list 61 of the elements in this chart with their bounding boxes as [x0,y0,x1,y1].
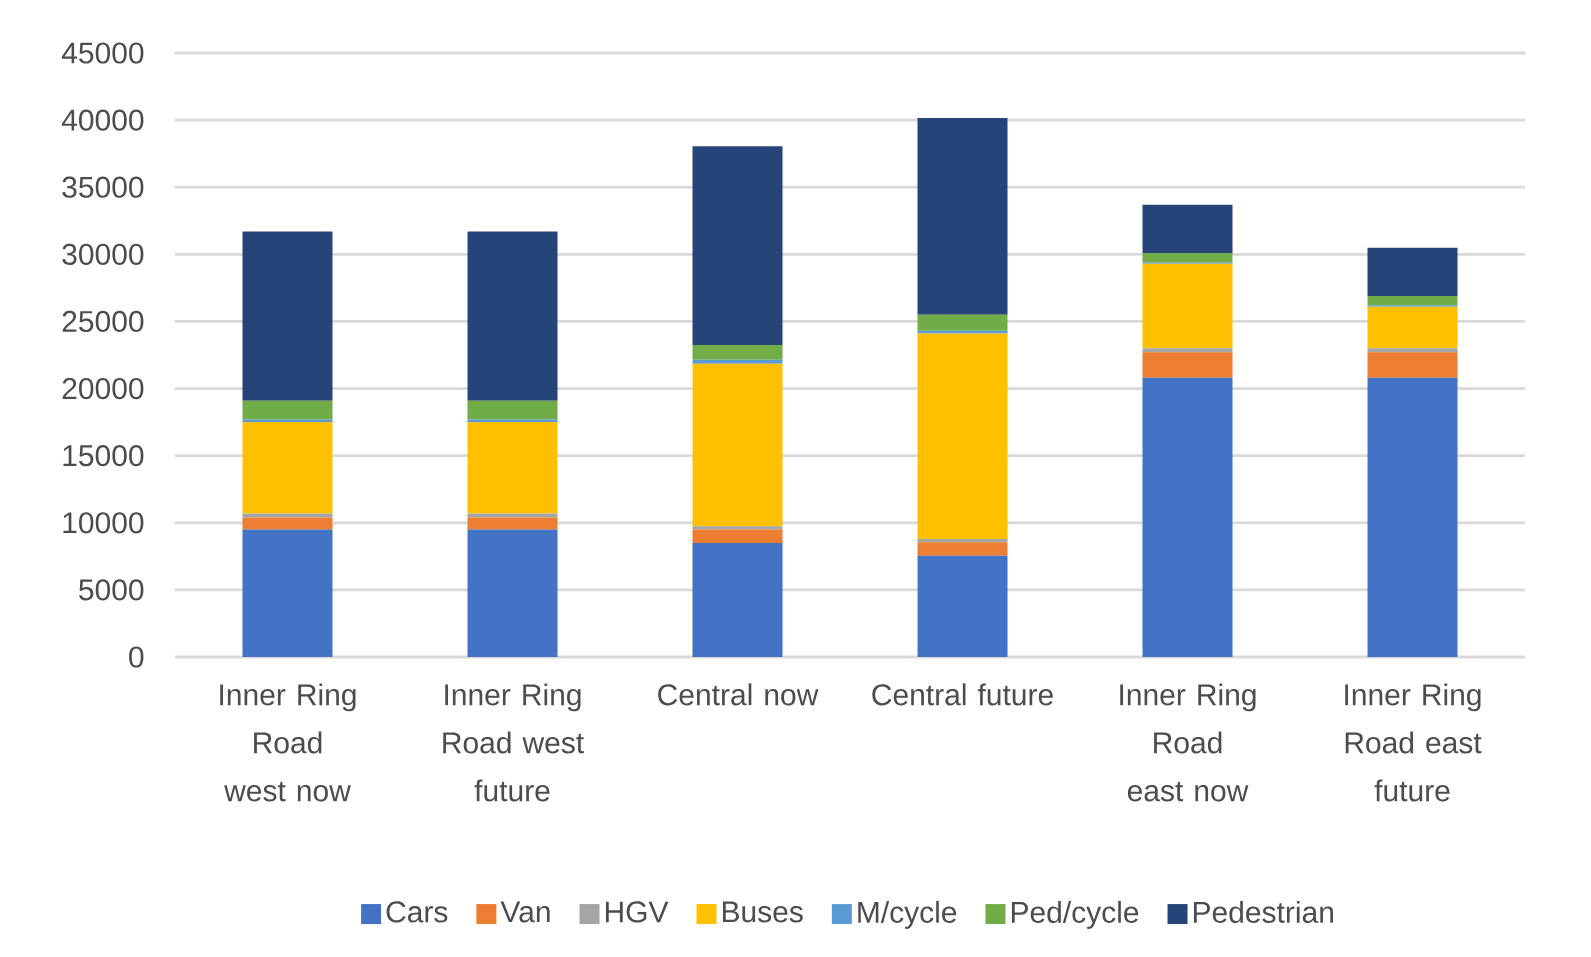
bar [242,231,333,401]
legend-label: M/cycle [858,900,957,929]
y-tick-label: 10000 [63,512,144,534]
bar [1367,295,1458,306]
bar [467,517,558,530]
bar [467,422,558,514]
bar [692,363,783,527]
bar [467,419,558,423]
bar [242,529,333,657]
bar [467,513,558,518]
bar [242,513,333,518]
bar [242,517,333,530]
legend-label: Van [500,901,550,923]
bar [1367,348,1458,353]
x-tick-label: Inner Ring Road west now [220,683,356,802]
bar [692,359,783,364]
x-tick-label: Inner Ring Road east future [1345,683,1482,802]
x-tick-label: Central future [872,683,1053,706]
bar [1367,352,1458,378]
y-tick-label: 0 [129,646,144,668]
y-tick-label: 40000 [61,109,144,131]
bar [242,419,333,423]
bar [1142,377,1233,657]
bar [1367,377,1458,657]
y-tick-label: 45000 [61,42,144,64]
bar [467,231,558,401]
y-tick-label: 15000 [63,445,144,467]
y-tick-label: 5000 [79,579,144,601]
legend-label: Ped/cycle [1011,900,1139,929]
x-tick-label: Inner Ring Road east now [1120,683,1256,802]
bar [467,400,558,420]
x-tick-label: Inner Ring Road west future [443,683,584,802]
bar [1142,263,1233,349]
bar [917,314,1008,331]
bar [917,555,1008,657]
legend-label: Buses [722,901,803,923]
bar [692,529,783,543]
bar [692,542,783,657]
bar [917,118,1008,315]
bar [1142,204,1233,253]
bar [1367,306,1458,349]
y-tick-label: 20000 [62,377,144,400]
bar [1142,348,1233,353]
bar [917,542,1008,556]
bar [467,529,558,657]
legend-label: Cars [386,901,448,923]
x-tick-label: Central now [658,683,819,706]
y-tick-label: 30000 [62,243,144,265]
bar [917,333,1008,539]
bar [1367,247,1458,296]
y-tick-label: 25000 [62,310,144,333]
legend-label: HGV [605,901,669,923]
legend-label: Pedestrian [1193,900,1333,923]
bar [242,422,333,514]
bar [242,400,333,420]
bar [1142,352,1233,378]
bar [692,344,783,360]
bar [692,146,783,345]
y-tick-label: 35000 [62,176,144,198]
bar [917,330,1008,334]
bar [1142,252,1233,263]
